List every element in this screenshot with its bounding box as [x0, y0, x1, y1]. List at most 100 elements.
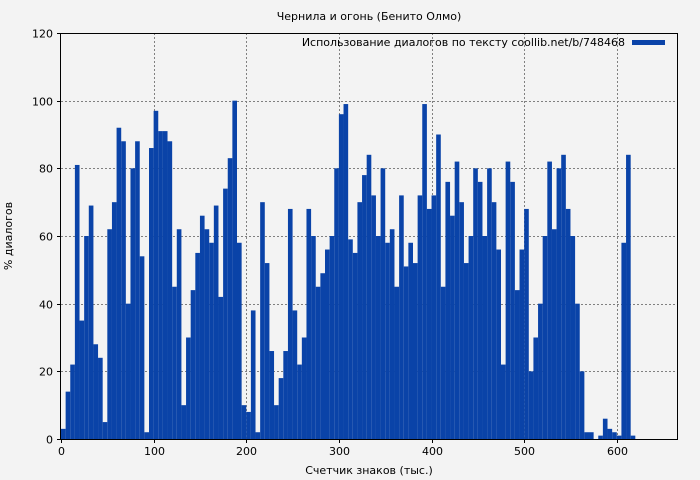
bar: [274, 405, 279, 439]
bar: [413, 263, 418, 439]
bar: [139, 256, 145, 439]
bar: [269, 351, 275, 439]
bar: [459, 202, 464, 439]
bar: [505, 161, 511, 439]
bar: [292, 310, 298, 439]
bar: [209, 242, 214, 439]
bar: [450, 215, 455, 439]
bar: [408, 242, 413, 439]
bar: [223, 188, 228, 439]
bar: [283, 351, 288, 439]
bar: [445, 181, 451, 439]
bar: [107, 229, 112, 439]
bar: [385, 242, 390, 439]
bar: [88, 205, 94, 439]
legend-swatch: [632, 40, 665, 45]
axis-ticks: 0 100 200 300 400 500 600 0 20 40 60 80 100 120: [32, 28, 628, 459]
bar: [542, 236, 548, 439]
bar: [584, 432, 589, 439]
bar: [519, 249, 525, 439]
bar: [556, 168, 562, 439]
bar: [172, 286, 177, 439]
y-tick-label: 80: [39, 163, 53, 176]
bar: [260, 202, 265, 439]
bar: [399, 195, 404, 439]
bar: [626, 154, 631, 440]
bar: [482, 236, 488, 439]
bar: [343, 104, 349, 440]
bar: [630, 435, 636, 439]
bar: [579, 371, 585, 439]
bar: [487, 168, 492, 439]
bar: [565, 208, 571, 439]
x-tick-label: 100: [144, 445, 165, 458]
bar: [371, 195, 376, 439]
bar: [621, 242, 627, 439]
bar: [426, 208, 432, 439]
x-axis-label: Счетчик знаков (тыс.): [305, 464, 433, 477]
bar: [311, 236, 316, 439]
y-tick-label: 60: [39, 231, 53, 244]
bar: [315, 286, 321, 439]
bar: [65, 391, 71, 439]
bar: [491, 202, 497, 439]
x-tick-label: 500: [514, 445, 535, 458]
bar: [477, 181, 483, 439]
bar: [380, 168, 386, 439]
bar: [246, 411, 251, 439]
bar: [320, 273, 325, 439]
bar: [218, 296, 224, 439]
bar: [181, 405, 187, 439]
bar: [338, 114, 344, 439]
bar: [61, 428, 66, 439]
legend-label: Использование диалогов по тексту coollib…: [302, 36, 625, 49]
bar: [227, 158, 233, 439]
bar: [111, 202, 117, 439]
bar: [102, 422, 108, 439]
bar: [84, 236, 89, 439]
bar: [422, 104, 427, 440]
bar: [176, 229, 182, 439]
bar: [510, 181, 515, 439]
bar: [524, 208, 529, 439]
bar-series: [61, 100, 636, 440]
bar: [334, 168, 339, 439]
bar: [463, 263, 469, 439]
bar: [287, 208, 293, 439]
y-tick-label: 0: [46, 434, 53, 447]
bar: [602, 418, 608, 439]
chart-title: Чернила и огонь (Бенито Олмо): [277, 10, 462, 23]
bar: [74, 164, 80, 439]
bar: [375, 236, 381, 439]
bar: [98, 357, 103, 439]
x-tick-label: 0: [58, 445, 65, 458]
bar: [473, 168, 478, 439]
bar: [528, 371, 534, 439]
y-tick-label: 100: [32, 96, 53, 109]
bar: [130, 168, 136, 439]
bar: [533, 337, 539, 439]
bar: [394, 286, 400, 439]
bar: [551, 229, 557, 439]
bar: [93, 344, 99, 439]
bar: [79, 320, 85, 439]
bar: [575, 303, 580, 439]
bar: [250, 310, 256, 439]
bar: [357, 202, 363, 439]
bar: [570, 236, 576, 439]
x-tick-label: 400: [422, 445, 443, 458]
y-axis-label: % диалогов: [2, 202, 15, 270]
bar: [496, 249, 501, 439]
legend: Использование диалогов по тексту coollib…: [302, 36, 665, 49]
bar: [403, 266, 409, 439]
bar: [436, 134, 441, 439]
bar: [468, 236, 474, 439]
bar: [389, 229, 395, 439]
y-tick-label: 40: [39, 299, 53, 312]
bar: [153, 110, 159, 439]
bar: [70, 364, 75, 439]
bar: [417, 195, 423, 439]
bar: [121, 141, 126, 439]
bar: [348, 239, 353, 439]
